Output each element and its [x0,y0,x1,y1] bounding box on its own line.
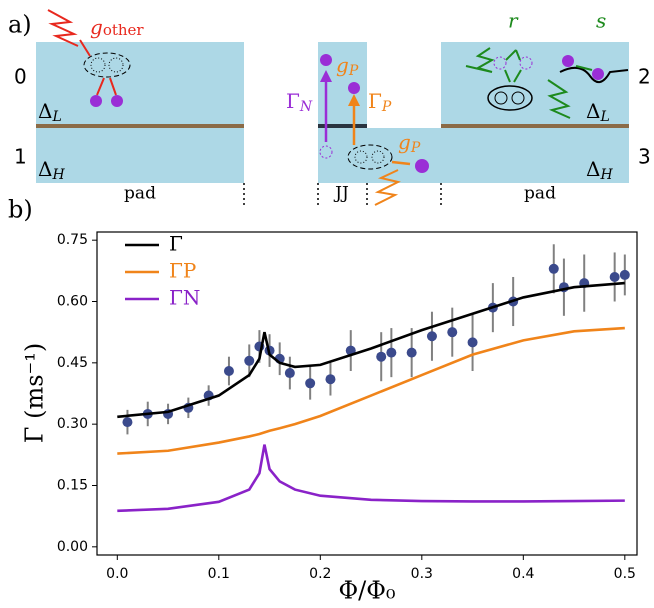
x-tick-label: 0.1 [208,566,230,582]
x-tick-label: 0.5 [614,566,636,582]
symbol: Γ [368,89,382,113]
quasiparticle [111,95,123,107]
data-point [376,352,386,362]
data-point [620,270,630,280]
legend-label: ΓN [169,286,200,310]
subscript: P [348,63,359,79]
x-axis-label: Φ/Φ₀ [338,577,395,605]
data-point [224,366,234,376]
subscript: other [103,21,145,39]
data-point [285,368,295,378]
subscript: N [299,99,313,115]
symbol: Δ [586,157,600,181]
y-tick-label: 0.60 [57,294,88,310]
subscript: L [599,109,609,125]
state-label: 0 [14,65,27,89]
page: {"diagram": { "panel_a": "a)", "panel_b"… [0,0,654,608]
y-axis-label: Γ (ms⁻¹) [21,343,49,443]
region-label: pad [524,184,556,204]
y-tick-label: 0.15 [57,477,88,493]
state-label: 1 [14,145,27,169]
region [36,42,244,126]
symbol: Δ [586,99,600,123]
x-tick-label: 0.3 [411,566,433,582]
figure: a) b) 0 1 2 3 ΔL ΔH ΔL ΔH pad JJ pad got… [0,0,654,608]
data-point [244,356,254,366]
data-point [407,348,417,358]
panel-label: a) [8,11,32,39]
y-tick-label: 0.00 [57,539,88,555]
symbol: Δ [38,157,52,181]
photon [48,10,78,46]
data-point [305,378,315,388]
data-point [447,327,457,337]
region-label: pad [124,184,156,204]
data-point [549,264,559,274]
subscript: H [51,167,65,183]
data-point [122,417,132,427]
y-tick-label: 0.45 [57,355,88,371]
process-label: s [596,9,606,33]
subscript: H [599,167,613,183]
panel-label: b) [8,196,33,224]
series-line [117,445,625,511]
data-point [325,374,335,384]
rate-label: ΓN [286,89,313,116]
quasiparticle [90,95,102,107]
x-tick-label: 0.0 [106,566,128,582]
subscript: L [51,109,61,125]
x-tick-label: 0.2 [309,566,331,582]
process-label: r [508,9,519,33]
data-point [427,331,437,341]
symbol: g [398,130,411,154]
symbol: g [336,53,349,77]
quasiparticle [592,68,604,80]
quasiparticle [562,55,574,67]
region-label: JJ [333,184,349,204]
plot: Φ/Φ₀ Γ (ms⁻¹) 0.0 0.1 0.2 0.3 0.4 0.5 0.00 0.15… [21,232,638,605]
subscript: P [410,140,421,156]
state-label: 2 [638,65,651,89]
rate-label: ΓP [368,89,392,116]
series-line [117,328,625,454]
x-tick-label: 0.4 [512,566,534,582]
symbol: Γ [286,89,300,113]
subscript: P [381,99,392,115]
quasiparticle [320,54,332,66]
state-label: 3 [638,145,651,169]
data-point [610,272,620,282]
data-point [386,348,396,358]
device-diagram [36,10,629,205]
legend-label: ΓP [169,259,196,283]
data-point [468,337,478,347]
y-tick-label: 0.75 [57,232,88,248]
region [36,128,244,183]
region [318,128,629,183]
coupling-label: gother [90,15,144,40]
quasiparticle [348,82,360,94]
legend-label: Γ [169,232,183,256]
quasiparticle [415,159,429,173]
symbol: Δ [38,99,52,123]
y-tick-label: 0.30 [57,416,88,432]
symbol: g [90,15,103,39]
